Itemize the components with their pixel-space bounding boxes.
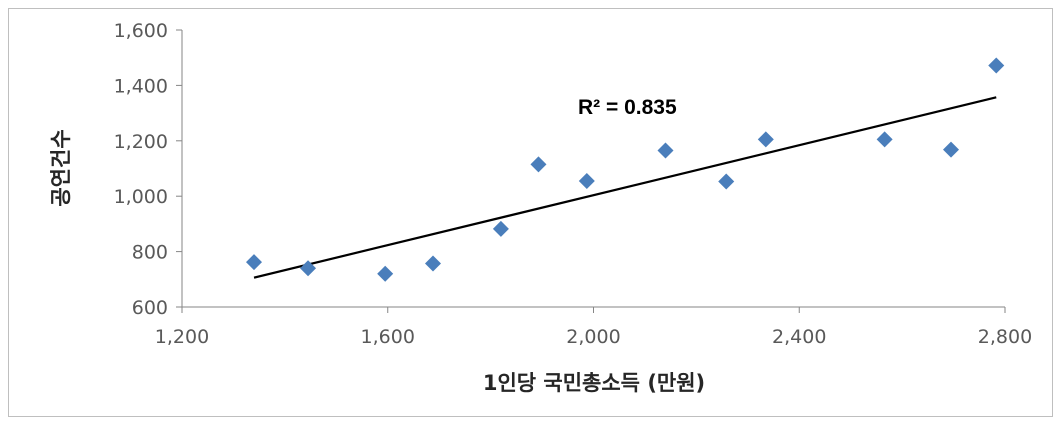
- trendline: [253, 96, 997, 279]
- data-point: [578, 172, 595, 189]
- x-axis-title: 1인당 국민총소득 (만원): [483, 371, 705, 395]
- x-tick-label: 1,600: [361, 326, 415, 348]
- data-point: [425, 255, 442, 272]
- trendline-group: [253, 96, 997, 279]
- data-point: [757, 131, 774, 148]
- x-axis-ticks: 1,200 1,600 2,000 2,400 2,800: [155, 307, 1032, 348]
- data-point: [657, 142, 674, 159]
- data-point: [246, 254, 263, 271]
- y-tick-label: 1,000: [114, 186, 168, 208]
- data-point: [876, 131, 893, 148]
- data-point: [530, 156, 547, 173]
- data-point: [300, 260, 317, 277]
- y-tick-label: 600: [132, 297, 168, 319]
- data-point: [942, 141, 959, 158]
- x-tick-label: 2,400: [772, 326, 826, 348]
- y-axis-title: 공연건수: [49, 129, 73, 206]
- data-point: [377, 265, 394, 282]
- data-point: [492, 220, 509, 237]
- y-tick-label: 1,600: [114, 20, 168, 42]
- x-tick-label: 1,200: [155, 326, 209, 348]
- y-tick-label: 1,400: [114, 75, 168, 97]
- y-tick-label: 800: [132, 242, 168, 264]
- data-point: [988, 57, 1005, 74]
- data-points: [246, 57, 1005, 282]
- r-squared-annotation: R² = 0.835: [578, 96, 677, 119]
- y-axis-ticks: 600 800 1,000 1,200 1,400 1,600: [114, 20, 182, 319]
- y-tick-label: 1,200: [114, 131, 168, 153]
- x-tick-label: 2,800: [978, 326, 1032, 348]
- data-point: [718, 173, 735, 190]
- x-tick-label: 2,000: [566, 326, 620, 348]
